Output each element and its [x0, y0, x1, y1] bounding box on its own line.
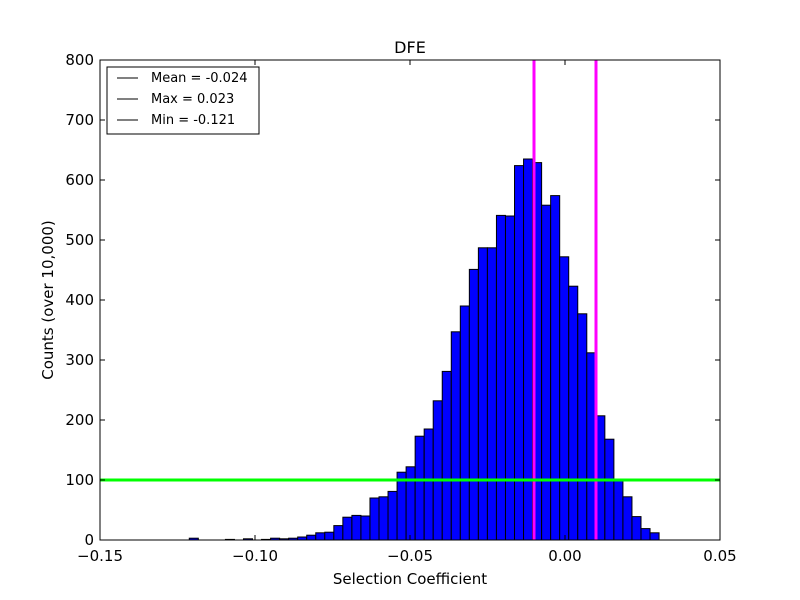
histogram-bar: [351, 514, 362, 541]
y-tick-label: 100: [65, 471, 94, 489]
histogram-bar: [378, 496, 389, 541]
y-tick-label: 700: [65, 111, 94, 129]
histogram-bar: [586, 352, 597, 541]
histogram-bar: [360, 515, 371, 541]
legend-entry-max: Max = 0.023: [151, 92, 234, 107]
y-axis-label: Counts (over 10,000): [39, 220, 57, 380]
histogram-bar: [514, 165, 525, 541]
histogram-bar: [577, 313, 588, 541]
histogram-bar: [622, 496, 633, 541]
histogram-bar: [486, 247, 497, 541]
histogram-bar: [568, 285, 579, 541]
histogram-bar: [477, 247, 488, 541]
histogram-bar: [369, 497, 380, 541]
x-tick-label: −0.10: [232, 547, 278, 565]
histogram-bar: [405, 466, 416, 541]
legend: Mean = -0.024 Max = 0.023 Min = -0.121: [106, 66, 260, 135]
x-tick-label: −0.15: [77, 547, 123, 565]
x-tick-label: 0.00: [548, 547, 581, 565]
histogram-bar: [541, 204, 552, 541]
histogram-bars: [188, 158, 660, 541]
histogram-bar: [649, 532, 660, 541]
histogram-bar: [640, 528, 651, 541]
y-tick-label: 0: [84, 531, 94, 549]
x-tick-label: 0.05: [703, 547, 736, 565]
histogram-bar: [306, 534, 317, 541]
histogram-bar: [342, 516, 353, 541]
histogram-bar: [432, 400, 443, 541]
y-tick-label: 800: [65, 51, 94, 69]
histogram-bar: [414, 435, 425, 541]
histogram-bar: [396, 471, 407, 541]
y-tick-label: 600: [65, 171, 94, 189]
histogram-bar: [504, 215, 516, 541]
histogram-bar: [315, 532, 326, 541]
histogram-bar: [324, 531, 335, 541]
x-tick-label: −0.05: [387, 547, 433, 565]
axis-ticks: −0.15 −0.10 −0.05 0.00 0.05 0 100 200 300 400 500 6…: [65, 51, 736, 565]
histogram-bar: [423, 428, 434, 541]
histogram-bar: [604, 438, 615, 541]
reference-lines: [100, 60, 720, 540]
y-tick-label: 300: [65, 351, 94, 369]
chart-title: DFE: [394, 38, 426, 57]
histogram-bar: [450, 331, 461, 541]
histogram-bar: [441, 370, 452, 541]
histogram-bar: [631, 516, 642, 541]
histogram-bar: [459, 305, 470, 541]
legend-entry-mean: Mean = -0.024: [151, 71, 247, 86]
histogram-bar: [613, 478, 624, 541]
histogram-bar: [550, 195, 561, 541]
legend-entry-min: Min = -0.121: [151, 113, 235, 128]
histogram-bar: [523, 158, 534, 541]
histogram-bar: [387, 490, 398, 541]
y-tick-label: 500: [65, 231, 94, 249]
x-axis-label: Selection Coefficient: [333, 570, 487, 588]
histogram-bar: [559, 256, 570, 541]
histogram-bar: [468, 268, 479, 541]
y-tick-label: 400: [65, 291, 94, 309]
y-tick-label: 200: [65, 411, 94, 429]
histogram-bar: [333, 525, 344, 541]
histogram-bar: [495, 214, 506, 541]
